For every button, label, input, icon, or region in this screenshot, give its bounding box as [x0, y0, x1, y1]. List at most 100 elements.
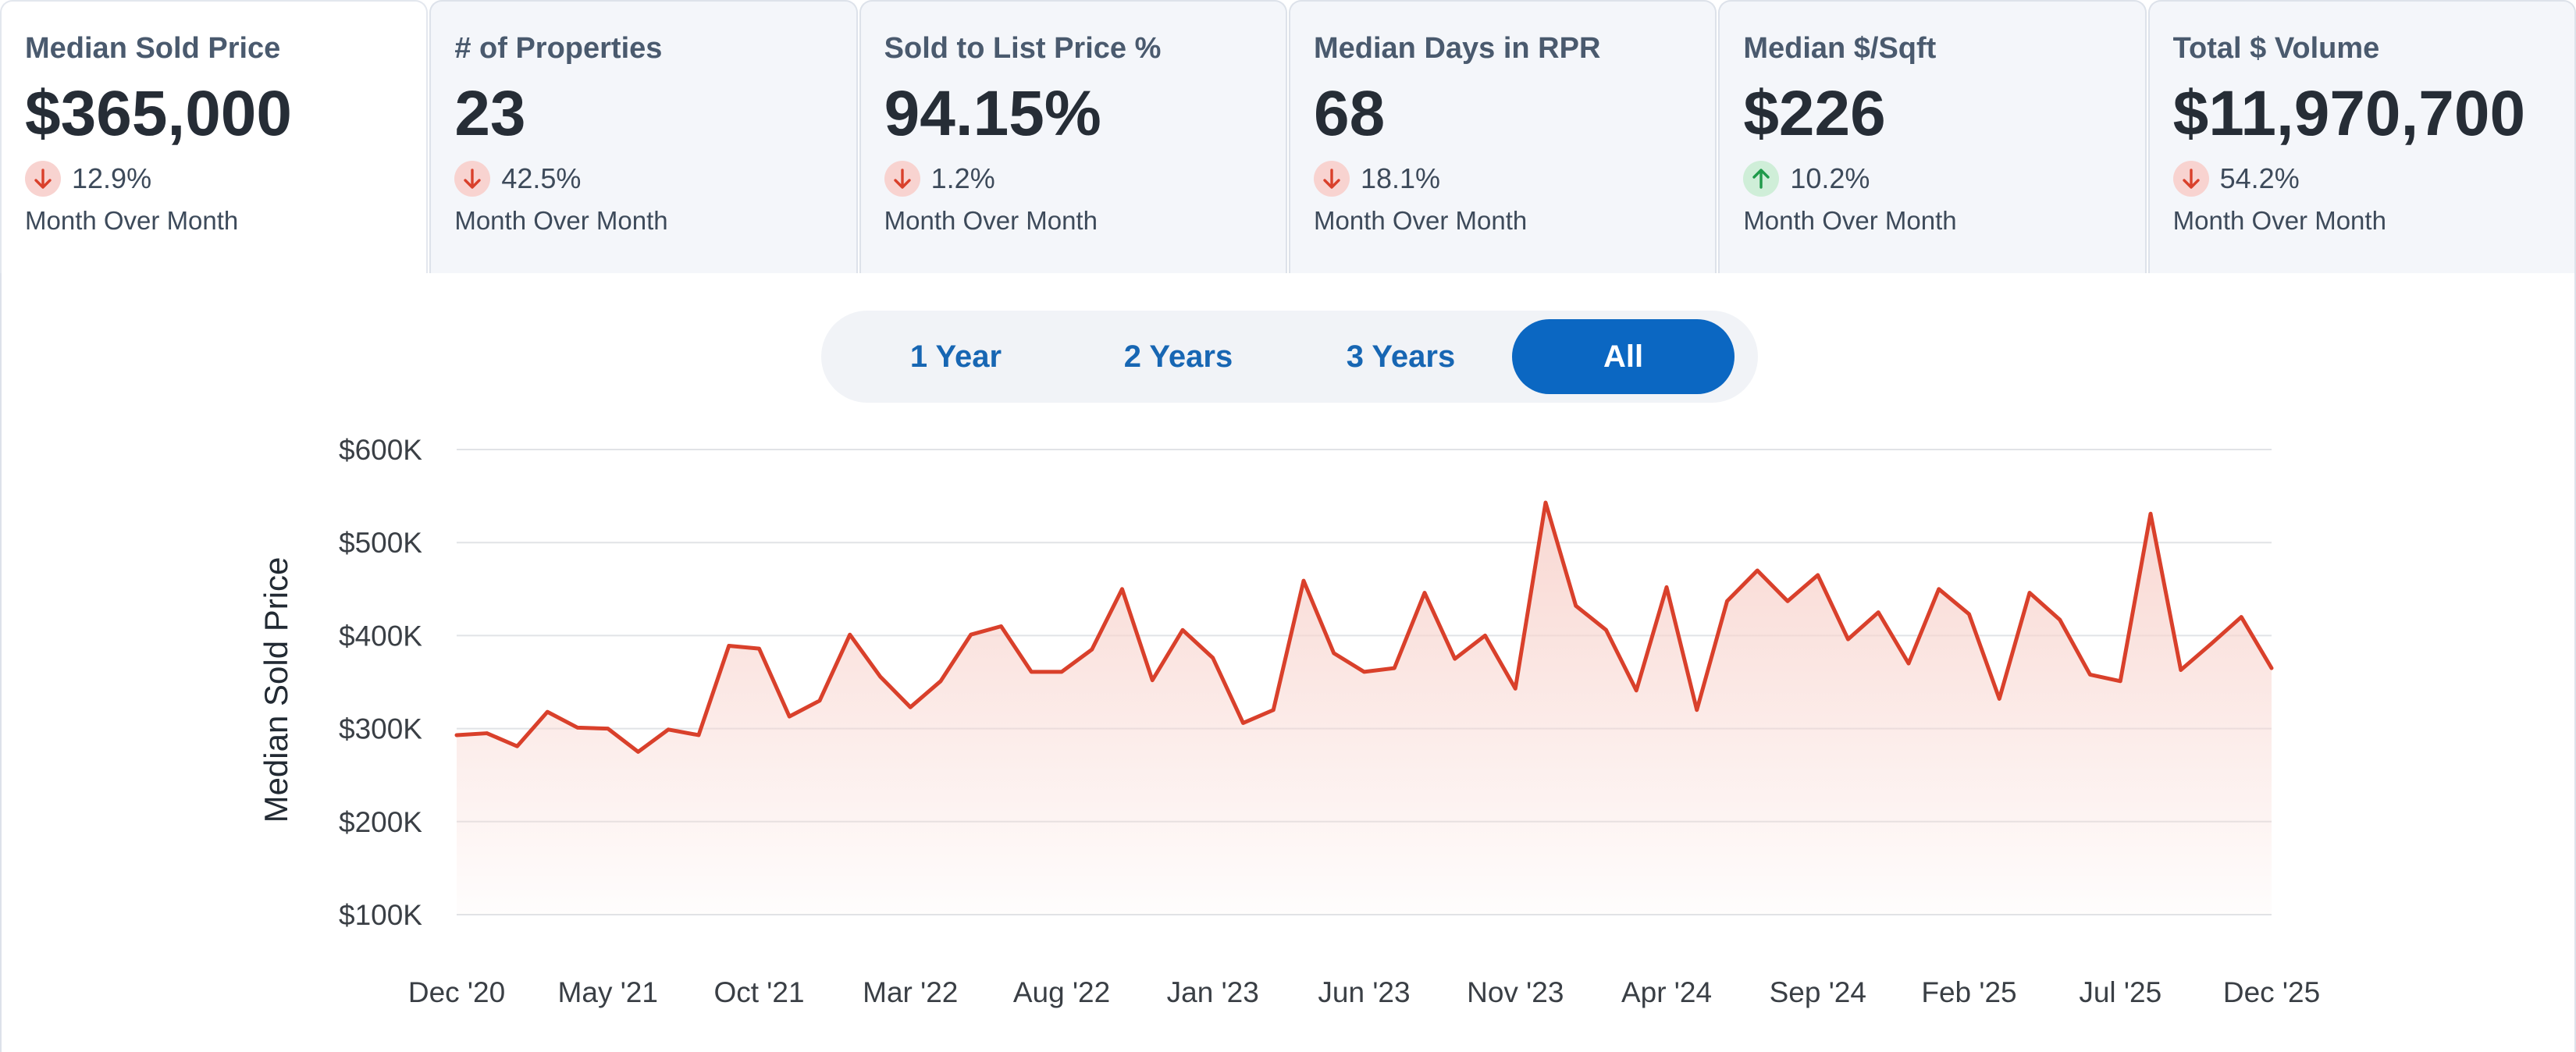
data-point[interactable]: [1084, 642, 1100, 657]
data-point[interactable]: [570, 720, 585, 735]
stat-card-of-properties[interactable]: # of Properties 23 42.5% Month Over Month: [429, 0, 858, 273]
data-point[interactable]: [1659, 579, 1674, 595]
data-point[interactable]: [933, 673, 948, 689]
data-point[interactable]: [902, 699, 918, 715]
data-point[interactable]: [1628, 683, 1644, 698]
y-tick-label: $300K: [339, 713, 422, 745]
stat-card-median-days-in-rpr[interactable]: Median Days in RPR 68 18.1% Month Over Mont…: [1288, 0, 1717, 273]
range-button-all[interactable]: All: [1512, 319, 1735, 394]
data-point[interactable]: [2233, 610, 2249, 625]
stat-change: 18.1%: [1313, 159, 1692, 198]
data-point[interactable]: [1720, 593, 1735, 609]
data-point[interactable]: [1780, 593, 1795, 609]
data-point[interactable]: [1991, 691, 2007, 706]
data-point[interactable]: [2264, 660, 2279, 676]
data-point[interactable]: [539, 704, 555, 720]
data-point[interactable]: [1175, 622, 1190, 638]
data-point[interactable]: [752, 641, 767, 656]
arrow-up-icon: [1743, 161, 1780, 197]
data-point[interactable]: [2052, 612, 2068, 627]
stat-title: Total $ Volume: [2172, 32, 2380, 65]
data-point[interactable]: [1326, 645, 1342, 661]
stat-change: 12.9%: [25, 159, 403, 198]
x-tick-label: Oct '21: [713, 976, 804, 1008]
data-point[interactable]: [2173, 663, 2189, 678]
data-point[interactable]: [994, 618, 1009, 634]
data-point[interactable]: [842, 627, 858, 642]
stat-title: Median Days in RPR: [1313, 32, 1601, 65]
data-point[interactable]: [781, 709, 797, 724]
stat-change: 10.2%: [1743, 159, 2121, 198]
data-point[interactable]: [812, 693, 827, 709]
stat-value: $11,970,700: [2172, 78, 2526, 149]
data-point[interactable]: [873, 669, 888, 684]
x-tick-label: Nov '23: [1467, 976, 1564, 1008]
y-tick-label: $200K: [339, 806, 422, 838]
data-point[interactable]: [1205, 650, 1221, 666]
data-point[interactable]: [2112, 673, 2128, 689]
median-sold-price-chart: $100K $200K $300K $400K $500K $600K Median Sol…: [258, 434, 2320, 1008]
range-button-3-years[interactable]: 3 Years: [1290, 319, 1512, 394]
x-tick-label: Dec '25: [2223, 976, 2320, 1008]
stat-period: Month Over Month: [884, 206, 1098, 235]
data-point[interactable]: [1689, 702, 1705, 718]
data-point[interactable]: [1144, 673, 1160, 688]
data-point[interactable]: [1478, 627, 1493, 643]
data-point[interactable]: [479, 726, 495, 741]
data-point[interactable]: [1962, 606, 1977, 622]
stat-card-sold-to-list-price[interactable]: Sold to List Price % 94.15% 1.2% Month Over…: [859, 0, 1287, 273]
stat-title: # of Properties: [454, 32, 663, 65]
data-point[interactable]: [1841, 631, 1856, 647]
data-point[interactable]: [1296, 573, 1311, 588]
x-tick-label: Jan '23: [1167, 976, 1259, 1008]
data-point[interactable]: [660, 722, 676, 737]
x-tick-label: Jun '23: [1318, 976, 1410, 1008]
stat-card-total-volume[interactable]: Total $ Volume $11,970,700 54.2% Month Over…: [2147, 0, 2576, 273]
time-range-selector: 1 Year 2 Years 3 Years All: [821, 311, 1758, 403]
range-button-2-years[interactable]: 2 Years: [1067, 319, 1290, 394]
stat-title: Median $/Sqft: [1743, 32, 1937, 65]
x-tick-label: Dec '20: [408, 976, 505, 1008]
data-point[interactable]: [631, 744, 646, 759]
data-point[interactable]: [1749, 563, 1765, 578]
stat-change: 42.5%: [454, 159, 832, 198]
data-point[interactable]: [721, 638, 737, 654]
data-point[interactable]: [1901, 656, 1916, 671]
data-point[interactable]: [2083, 666, 2098, 682]
data-point[interactable]: [691, 727, 706, 743]
data-point[interactable]: [1417, 585, 1432, 601]
data-point[interactable]: [1599, 622, 1614, 638]
data-point[interactable]: [510, 738, 525, 754]
data-point[interactable]: [1870, 605, 1886, 620]
data-point[interactable]: [1357, 664, 1372, 680]
data-point[interactable]: [1507, 681, 1523, 696]
data-point[interactable]: [1236, 715, 1251, 730]
data-point[interactable]: [600, 721, 616, 737]
data-point[interactable]: [1115, 581, 1130, 597]
data-point[interactable]: [449, 727, 464, 743]
stats-bar: Median Sold Price $365,000 12.9% Month Over…: [0, 0, 2576, 273]
data-point[interactable]: [1386, 660, 1402, 676]
data-point[interactable]: [2143, 506, 2158, 521]
stat-value: $365,000: [25, 78, 293, 149]
stat-title: Sold to List Price %: [884, 32, 1162, 65]
stat-change-percent: 10.2%: [1790, 162, 1870, 194]
data-point[interactable]: [963, 627, 979, 642]
range-button-1-year[interactable]: 1 Year: [845, 319, 1067, 394]
data-point[interactable]: [2204, 636, 2219, 652]
data-point[interactable]: [2022, 585, 2037, 601]
stat-card-median-sold-price[interactable]: Median Sold Price $365,000 12.9% Month Over…: [0, 0, 429, 273]
data-point[interactable]: [1810, 567, 1826, 583]
data-point[interactable]: [1538, 495, 1553, 510]
data-point[interactable]: [1054, 664, 1069, 680]
arrow-down-icon: [2172, 161, 2209, 197]
data-point[interactable]: [1931, 581, 1947, 597]
stat-value: $226: [1743, 78, 1886, 149]
data-point[interactable]: [1265, 702, 1281, 718]
stat-card-median-sqft[interactable]: Median $/Sqft $226 10.2% Month Over Month: [1718, 0, 2147, 273]
data-point[interactable]: [1568, 598, 1584, 613]
stat-period: Month Over Month: [454, 206, 668, 235]
data-point[interactable]: [1447, 651, 1463, 666]
data-point[interactable]: [1023, 664, 1039, 680]
x-tick-label: Apr '24: [1621, 976, 1712, 1008]
